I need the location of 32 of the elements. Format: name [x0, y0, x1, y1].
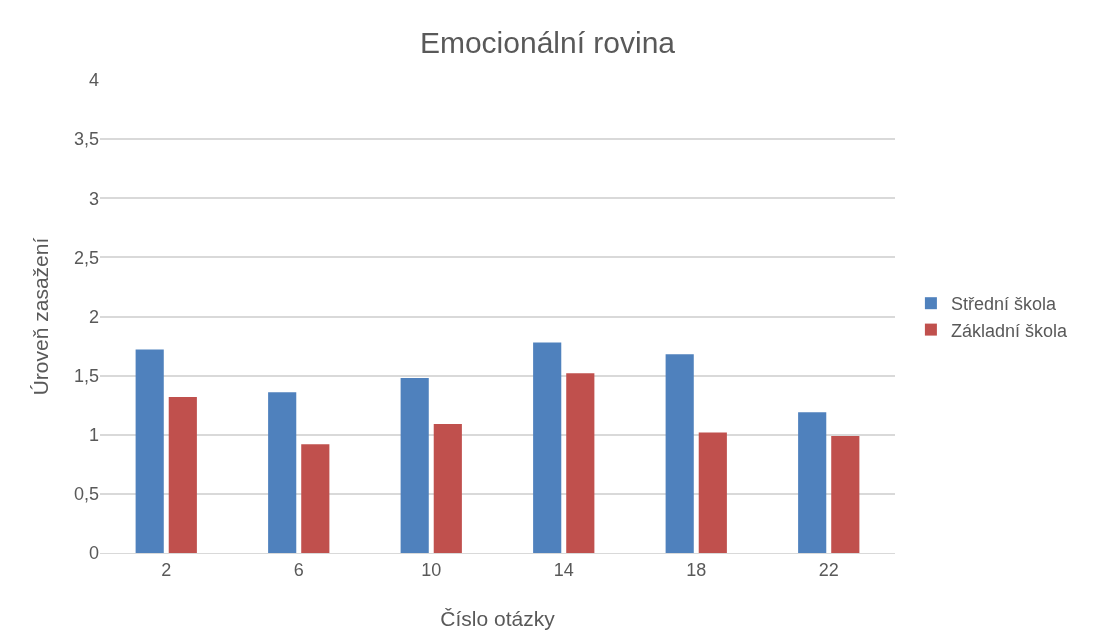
y-tick-label: 4	[88, 70, 99, 91]
bar	[301, 444, 330, 553]
bar	[135, 349, 164, 553]
y-tick-label: 0	[88, 543, 99, 564]
bar	[665, 354, 694, 553]
bar	[533, 342, 562, 553]
x-tick-label: 18	[686, 559, 707, 580]
y-tick-label: 2	[88, 306, 99, 327]
bar	[268, 392, 297, 553]
bar	[831, 435, 860, 553]
x-tick-label: 6	[293, 559, 304, 580]
y-tick-label: 1,5	[73, 365, 99, 386]
bar	[798, 412, 827, 553]
y-tick-label: 2,5	[73, 247, 99, 268]
x-tick-label: 2	[161, 559, 172, 580]
bar	[400, 377, 429, 553]
chart-title: Emocionální rovina	[419, 25, 676, 59]
y-tick-label: 1	[88, 425, 99, 446]
y-axis-title: Úroveň zasažení	[29, 237, 52, 396]
y-tick-label: 3	[88, 188, 99, 209]
x-axis-title: Číslo otázky	[440, 607, 556, 630]
x-tick-label: 14	[553, 559, 574, 580]
y-tick-label: 0,5	[73, 484, 99, 505]
legend-label: Střední škola	[950, 294, 1057, 315]
bar	[698, 432, 727, 553]
bar	[566, 373, 595, 553]
y-tick-label: 3,5	[73, 129, 99, 150]
x-tick-label: 10	[421, 559, 442, 580]
legend-label: Základní škola	[950, 320, 1068, 341]
bar	[168, 396, 197, 553]
x-tick-label: 22	[818, 559, 839, 580]
bar	[433, 424, 462, 553]
